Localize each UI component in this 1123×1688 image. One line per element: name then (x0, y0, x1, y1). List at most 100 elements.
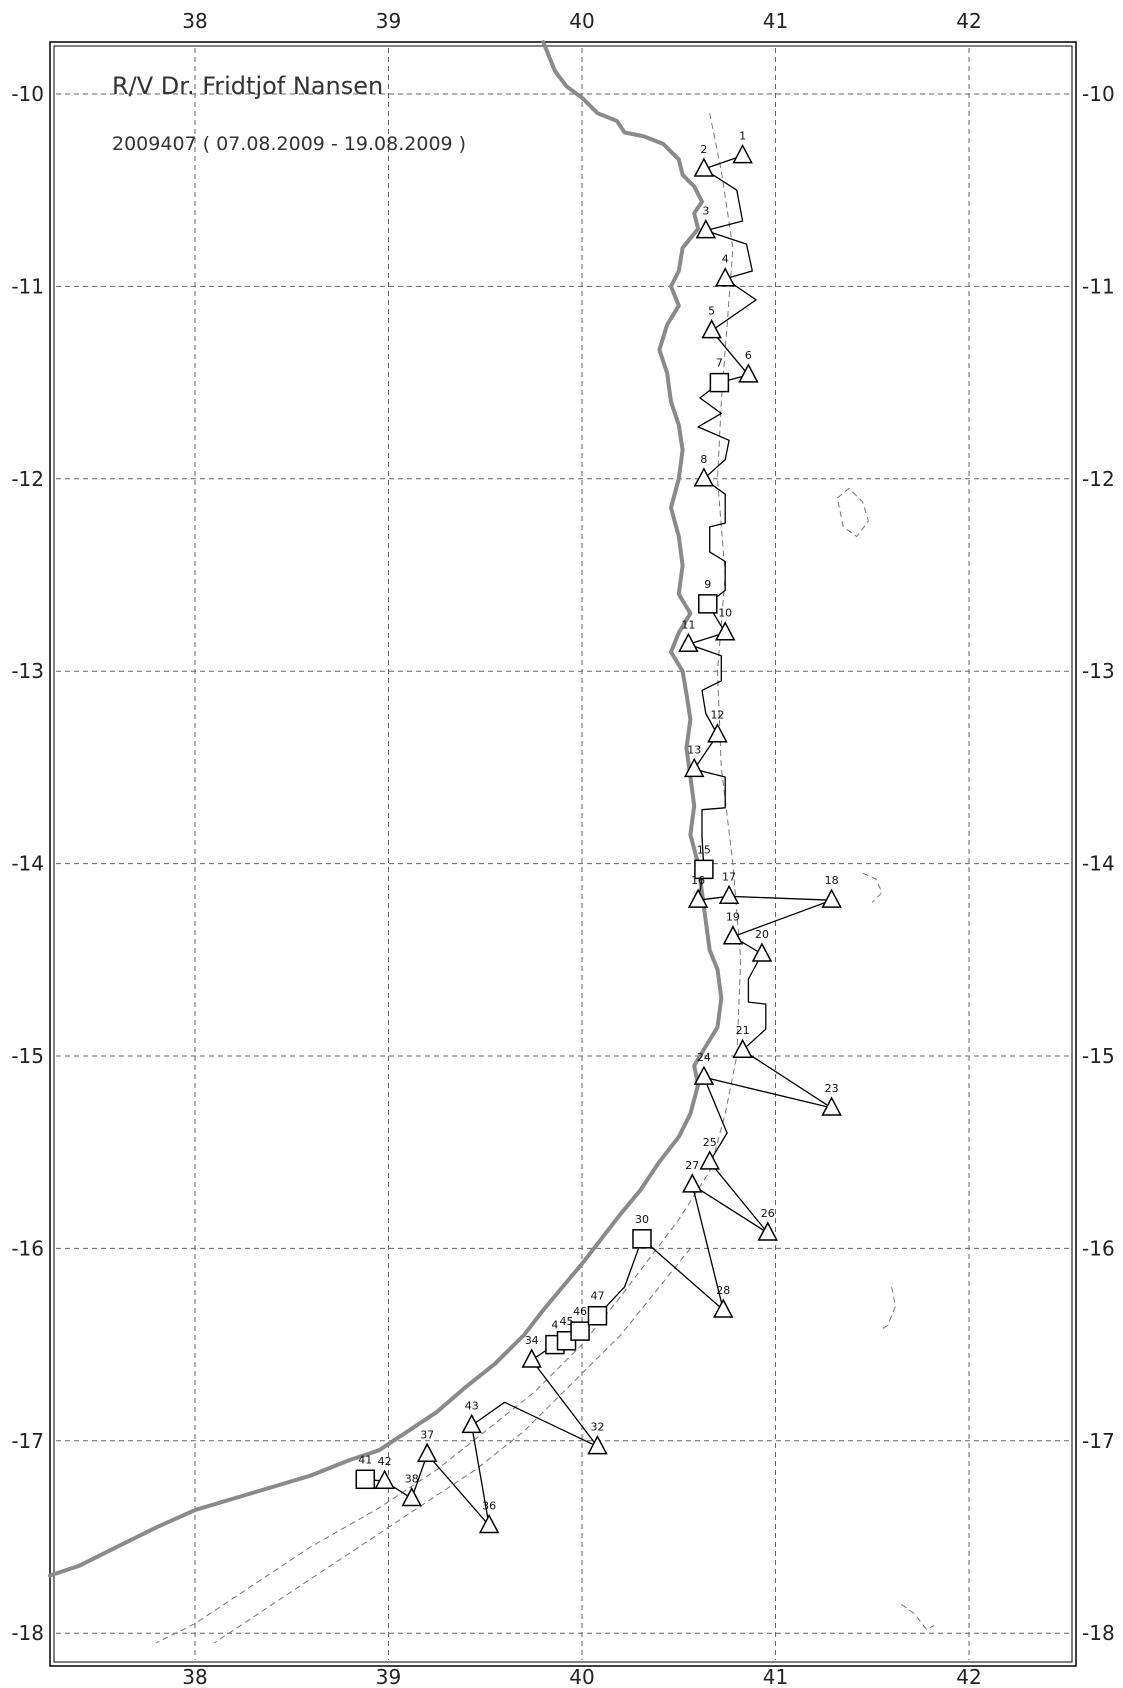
lat-tick-label-left: -18 (11, 1621, 44, 1645)
station-marker-triangle (732, 1038, 753, 1058)
depth-contour (156, 113, 742, 1644)
lat-tick-label-right: -15 (1082, 1044, 1115, 1068)
station-marker-triangle (401, 1486, 422, 1507)
station-11: 11 (678, 618, 699, 653)
station-marker-triangle (821, 1096, 842, 1116)
station-label: 4 (722, 253, 729, 266)
station-26: 26 (757, 1207, 779, 1241)
station-marker-triangle (695, 219, 717, 239)
station-label: 10 (718, 607, 732, 620)
lon-tick-label-bottom: 41 (763, 1665, 788, 1688)
station-marker-triangle (707, 723, 728, 743)
island-outline (881, 1286, 897, 1330)
station-marker-square (587, 1305, 608, 1326)
lon-tick-label-bottom: 39 (376, 1665, 401, 1688)
station-label: 38 (405, 1473, 419, 1486)
station-marker-triangle (751, 942, 773, 962)
station-label: 21 (736, 1024, 750, 1037)
station-marker-triangle (683, 757, 705, 778)
station-label: 18 (825, 874, 839, 887)
station-label: 30 (635, 1213, 649, 1226)
station-17: 17 (718, 870, 740, 905)
lat-tick-label-right: -13 (1082, 659, 1115, 683)
station-marker-triangle (587, 1434, 608, 1455)
lat-tick-label-right: -11 (1082, 274, 1115, 298)
station-7: 7 (709, 357, 730, 393)
lat-tick-label-right: -12 (1082, 467, 1115, 491)
station-label: 20 (755, 928, 769, 941)
station-2: 2 (693, 143, 715, 177)
lon-tick-label-top: 40 (569, 9, 594, 33)
station-marker-triangle (521, 1348, 542, 1368)
lat-tick-label-left: -16 (11, 1236, 44, 1260)
map-subtitle: 2009407 ( 07.08.2009 - 19.08.2009 ) (112, 133, 466, 155)
station-32: 32 (587, 1421, 608, 1455)
station-label: 27 (685, 1159, 699, 1172)
station-label: 37 (420, 1428, 434, 1441)
station-label: 23 (825, 1082, 839, 1095)
station-20: 20 (751, 928, 773, 962)
lon-tick-label-bottom: 42 (956, 1665, 981, 1688)
station-label: 26 (761, 1207, 775, 1220)
station-18: 18 (821, 874, 842, 908)
station-marker-triangle (757, 1221, 779, 1241)
station-12: 12 (707, 709, 728, 743)
station-38: 38 (401, 1473, 422, 1507)
station-41: 41 (355, 1453, 376, 1490)
lat-tick-label-left: -15 (11, 1044, 44, 1068)
lon-tick-label-bottom: 40 (569, 1665, 594, 1688)
station-label: 2 (700, 143, 707, 156)
station-8: 8 (693, 453, 715, 487)
station-marker-triangle (714, 267, 736, 287)
station-marker-square (709, 372, 730, 393)
station-label: 5 (708, 305, 715, 318)
lon-tick-label-bottom: 38 (182, 1665, 207, 1688)
station-label: 4 (551, 1319, 558, 1332)
station-label: 11 (681, 618, 695, 631)
station-label: 47 (590, 1290, 604, 1303)
station-marker-triangle (478, 1513, 500, 1534)
station-label: 24 (697, 1051, 711, 1064)
station-15: 15 (694, 843, 714, 880)
lat-tick-label-right: -18 (1082, 1621, 1115, 1645)
lat-tick-label-right: -14 (1082, 852, 1115, 876)
station-marker-square (698, 594, 718, 614)
depth-contour (214, 1248, 691, 1644)
station-1: 1 (732, 130, 753, 164)
station-marker-square (632, 1229, 652, 1249)
lat-tick-label-right: -10 (1082, 82, 1115, 106)
station-marker-triangle (821, 888, 842, 908)
station-5: 5 (701, 305, 722, 339)
station-label: 45 (560, 1315, 574, 1328)
station-marker-square (570, 1321, 590, 1341)
station-21: 21 (732, 1024, 753, 1058)
station-marker-triangle (722, 925, 744, 945)
station-marker-triangle (682, 1173, 703, 1193)
station-47: 47 (587, 1290, 608, 1326)
station-label: 3 (702, 205, 709, 218)
lat-tick-label-left: -17 (11, 1429, 44, 1453)
station-marker-triangle (461, 1413, 482, 1434)
station-marker-triangle (693, 467, 715, 487)
map-outer-frame (49, 41, 1077, 1667)
station-marker-triangle (693, 157, 715, 177)
station-27: 27 (682, 1159, 703, 1193)
station-label: 16 (691, 874, 705, 887)
station-marker-triangle (714, 621, 736, 641)
map-inner-frame (53, 45, 1073, 1663)
station-marker-triangle (699, 1150, 720, 1170)
station-6: 6 (738, 349, 759, 383)
station-marker-square (355, 1469, 376, 1490)
station-3: 3 (695, 205, 717, 239)
station-marker-triangle (718, 884, 740, 905)
station-label: 17 (722, 870, 736, 883)
station-marker-triangle (678, 632, 699, 653)
station-label: 1 (739, 130, 746, 143)
lat-tick-label-left: -10 (11, 82, 44, 106)
station-label: 46 (573, 1305, 587, 1318)
station-16: 16 (687, 874, 709, 908)
station-28: 28 (713, 1284, 734, 1318)
